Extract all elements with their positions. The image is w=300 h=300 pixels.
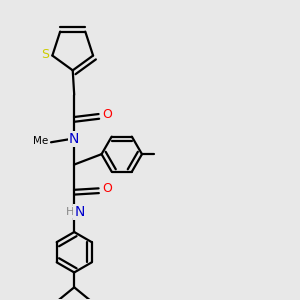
Text: H: H (66, 207, 74, 217)
Text: O: O (102, 107, 112, 121)
Text: N: N (69, 132, 80, 146)
Text: Me: Me (33, 136, 48, 146)
Text: S: S (41, 48, 49, 61)
Text: O: O (102, 182, 112, 195)
Text: N: N (74, 205, 85, 219)
